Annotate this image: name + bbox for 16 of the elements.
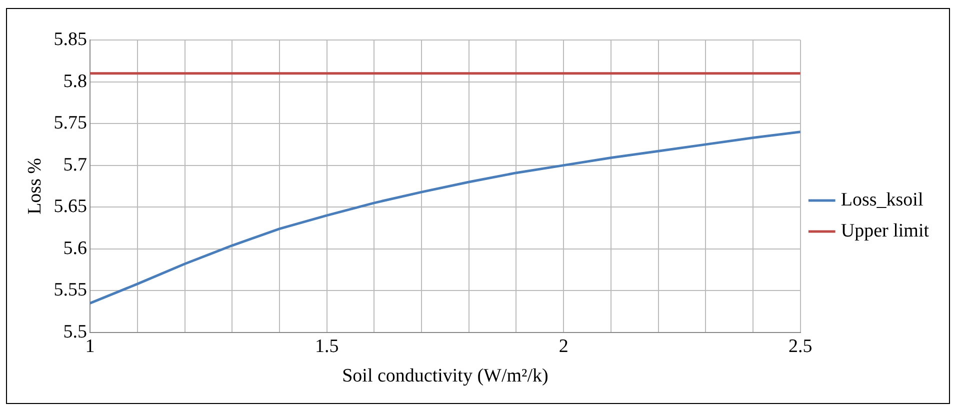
y-tick-label: 5.8 [63,70,88,92]
y-tick-label: 5.5 [63,321,88,342]
legend-label: Loss_ksoil [840,189,924,210]
x-tick-label: 2.5 [788,336,812,357]
x-tick-label: 1 [85,336,95,357]
y-tick-label: 5.65 [54,196,88,218]
legend-label: Upper limit [840,220,930,242]
x-axis-title: Soil conductivity (W/m²/k) [342,366,548,387]
y-tick-label: 5.6 [63,238,88,259]
y-tick-label: 5.55 [54,280,88,301]
x-tick-label: 2 [558,336,568,357]
y-tick-label: 5.85 [54,28,88,50]
y-tick-label: 5.7 [63,154,88,176]
x-tick-label: 1.5 [314,336,339,357]
y-axis-title: Loss % [24,158,46,214]
y-tick-label: 5.75 [54,112,88,134]
